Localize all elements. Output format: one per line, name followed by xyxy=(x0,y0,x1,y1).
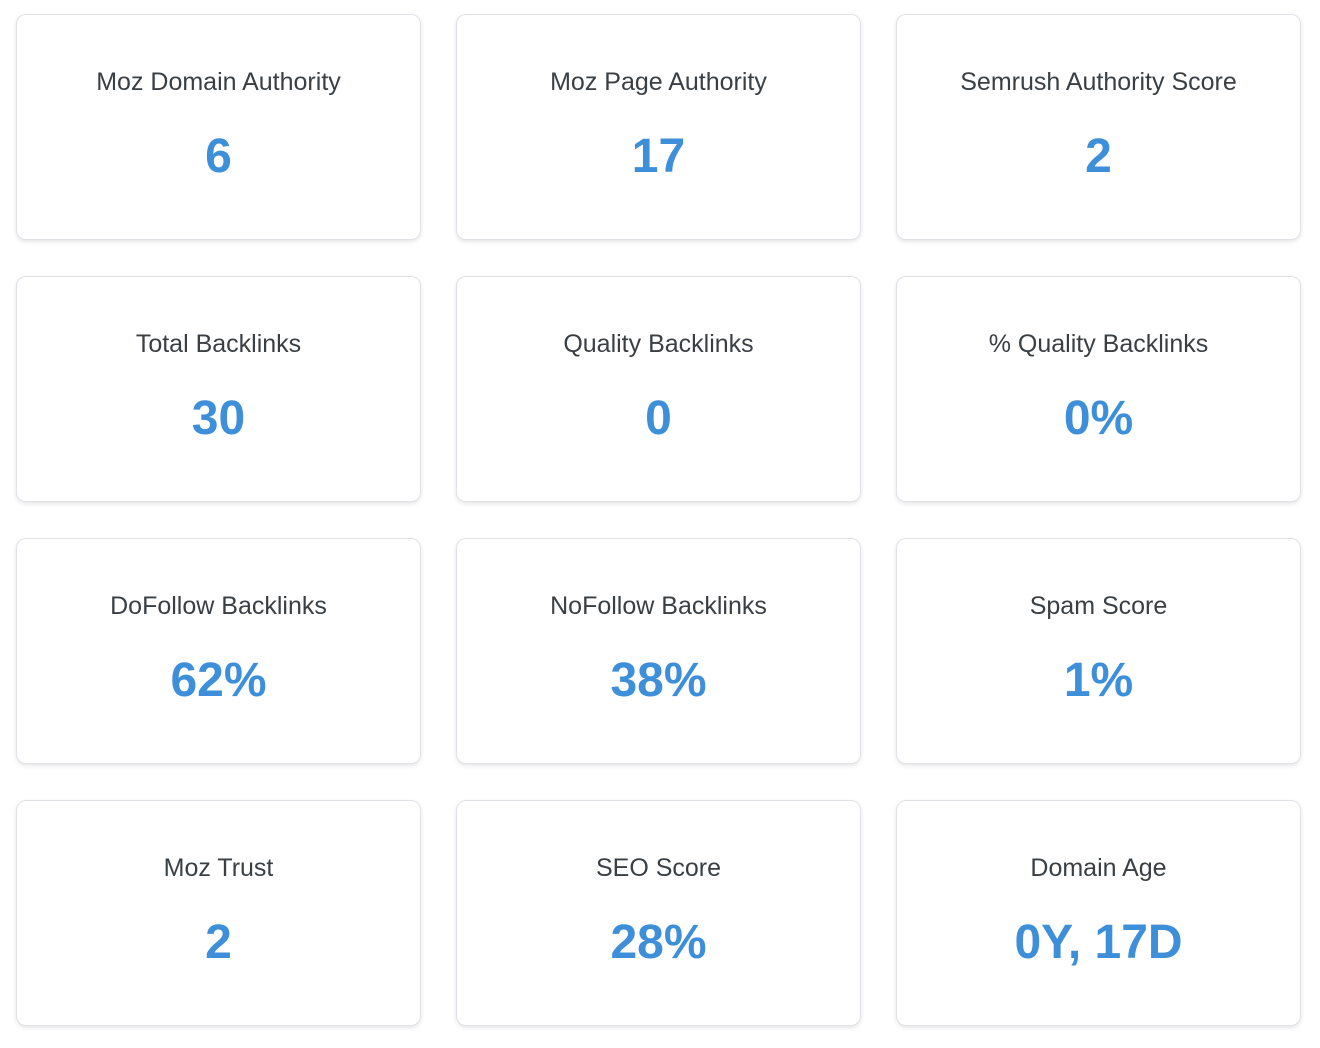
metric-label: Quality Backlinks xyxy=(563,330,754,358)
metric-card-spam-score: Spam Score 1% xyxy=(896,538,1301,764)
metric-card-total-backlinks: Total Backlinks 30 xyxy=(16,276,421,502)
metric-card-moz-trust: Moz Trust 2 xyxy=(16,800,421,1026)
metric-label: DoFollow Backlinks xyxy=(110,592,327,620)
metric-label: Moz Trust xyxy=(163,854,274,882)
metric-value: 0% xyxy=(1063,392,1134,445)
metric-label: % Quality Backlinks xyxy=(988,330,1209,358)
metric-value: 38% xyxy=(610,654,707,707)
metric-card-quality-backlinks: Quality Backlinks 0 xyxy=(456,276,861,502)
metric-value: 0 xyxy=(645,392,672,445)
metric-value: 17 xyxy=(631,130,686,183)
metric-label: Moz Page Authority xyxy=(550,68,767,96)
metric-card-seo-score: SEO Score 28% xyxy=(456,800,861,1026)
metric-label: Spam Score xyxy=(1029,592,1168,620)
metric-value: 2 xyxy=(1085,130,1112,183)
metric-value: 62% xyxy=(170,654,267,707)
metric-card-dofollow-backlinks: DoFollow Backlinks 62% xyxy=(16,538,421,764)
metric-card-semrush-authority-score: Semrush Authority Score 2 xyxy=(896,14,1301,240)
metric-label: Semrush Authority Score xyxy=(960,68,1237,96)
metric-card-moz-domain-authority: Moz Domain Authority 6 xyxy=(16,14,421,240)
metric-label: Total Backlinks xyxy=(135,330,302,358)
metric-label: Moz Domain Authority xyxy=(96,68,341,96)
metric-label: SEO Score xyxy=(595,854,722,882)
metric-value: 6 xyxy=(205,130,232,183)
metric-card-moz-page-authority: Moz Page Authority 17 xyxy=(456,14,861,240)
metric-value: 30 xyxy=(191,392,246,445)
metric-card-domain-age: Domain Age 0Y, 17D xyxy=(896,800,1301,1026)
metric-value: 0Y, 17D xyxy=(1014,916,1183,969)
metric-value: 28% xyxy=(610,916,707,969)
metric-card-percent-quality-backlinks: % Quality Backlinks 0% xyxy=(896,276,1301,502)
metric-value: 1% xyxy=(1063,654,1134,707)
metric-value: 2 xyxy=(205,916,232,969)
metric-label: NoFollow Backlinks xyxy=(550,592,767,620)
metric-label: Domain Age xyxy=(1030,854,1167,882)
metric-card-nofollow-backlinks: NoFollow Backlinks 38% xyxy=(456,538,861,764)
